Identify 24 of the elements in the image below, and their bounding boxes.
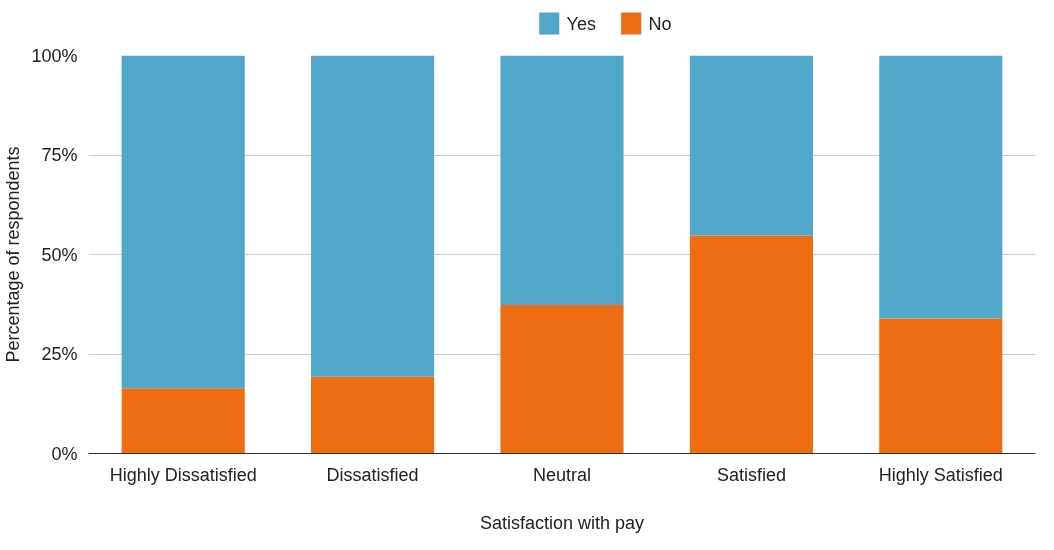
x-axis-title: Satisfaction with pay (479, 512, 645, 533)
bar (500, 55, 624, 306)
bar (121, 55, 245, 389)
bar (879, 318, 1003, 454)
y-tick-label: 25% (41, 344, 78, 364)
y-tick-label: 100% (31, 45, 78, 66)
y-tick-label: 75% (41, 145, 78, 165)
bar (311, 376, 435, 454)
bar (311, 55, 435, 377)
x-tick-label: Satisfied (716, 464, 786, 485)
bar (121, 388, 245, 454)
bar (689, 235, 813, 454)
y-axis-title: Percentage of respondents (3, 146, 24, 363)
legend-label: Yes (566, 13, 596, 34)
x-tick-label: Neutral (532, 464, 592, 485)
x-tick-label: Highly Dissatisfied (109, 464, 257, 485)
y-tick-label: 50% (41, 244, 78, 265)
bar (879, 55, 1003, 319)
legend-label: No (648, 13, 672, 34)
y-tick-label: 0% (51, 443, 78, 464)
x-tick-label: Highly Satisfied (878, 464, 1003, 485)
x-tick-label: Dissatisfied (326, 464, 419, 485)
bar (689, 55, 813, 236)
bar (500, 305, 624, 454)
